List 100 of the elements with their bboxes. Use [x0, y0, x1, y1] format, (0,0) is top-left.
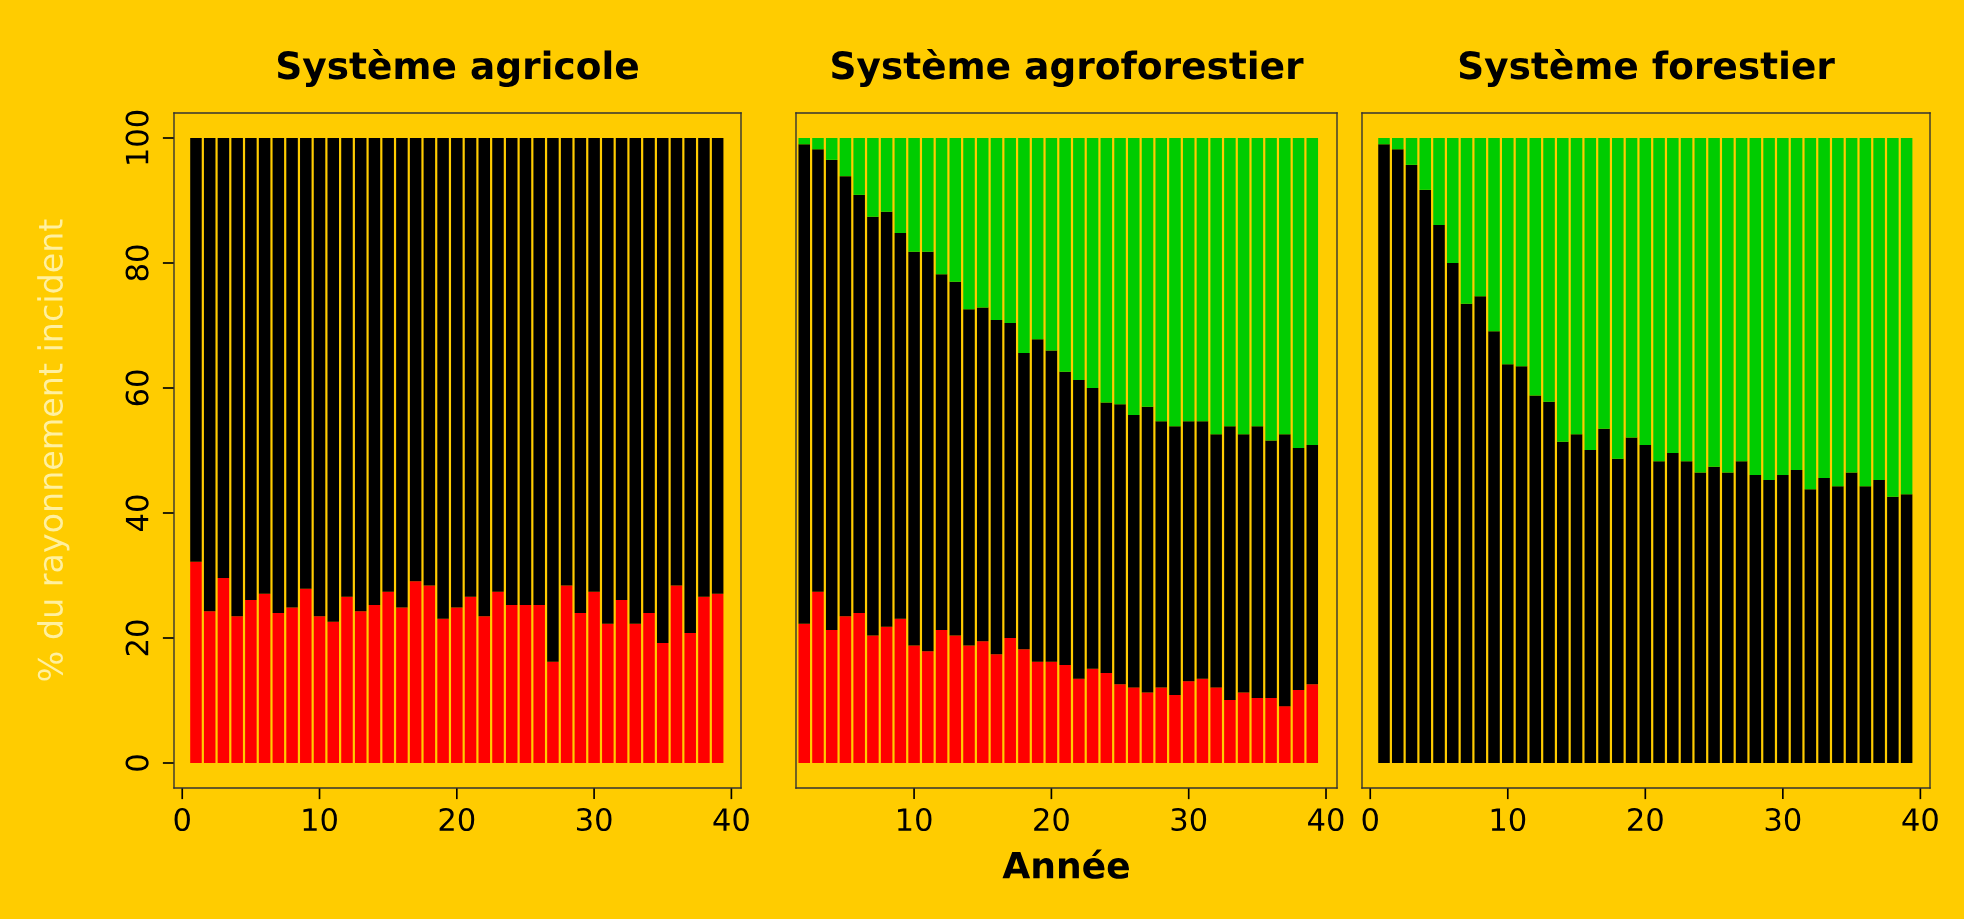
bar: [1735, 461, 1748, 763]
bar: [853, 138, 865, 195]
bar: [231, 616, 243, 763]
bar: [464, 596, 477, 763]
bar: [1155, 421, 1168, 688]
bar: [1155, 138, 1168, 422]
bar: [1694, 138, 1707, 473]
bar: [1474, 138, 1487, 297]
bar: [1887, 138, 1899, 497]
bar: [1100, 138, 1113, 403]
bar: [1680, 138, 1693, 462]
bar: [1031, 138, 1044, 340]
bar: [286, 607, 298, 763]
bar: [615, 599, 628, 763]
bar: [505, 604, 518, 763]
bar: [1059, 138, 1071, 372]
bar: [1818, 478, 1830, 763]
bar: [670, 585, 683, 763]
bar: [839, 616, 852, 763]
bar: [1086, 138, 1099, 388]
bar: [1460, 303, 1473, 763]
bar: [1873, 479, 1885, 763]
bar: [1251, 426, 1264, 698]
bar: [1612, 138, 1624, 459]
bar: [1804, 138, 1817, 490]
bar: [1224, 426, 1236, 700]
x-tick-label: 20: [439, 807, 475, 832]
bar: [1210, 687, 1222, 763]
bar: [1114, 404, 1126, 685]
bar: [588, 591, 600, 763]
bar: [1708, 466, 1720, 763]
bar: [451, 138, 463, 608]
x-tick-label: 30: [576, 807, 612, 832]
bar: [1749, 474, 1762, 763]
x-tick-label: 10: [303, 807, 337, 832]
bar: [1306, 444, 1319, 685]
bar: [588, 138, 600, 592]
bar: [1419, 189, 1432, 763]
bar: [190, 138, 202, 562]
bar: [1667, 138, 1679, 453]
y-tick-label: 60: [125, 370, 149, 406]
bar: [629, 138, 642, 624]
bar: [1378, 144, 1390, 763]
bar: [1502, 138, 1514, 365]
bar: [853, 613, 865, 763]
chart-title: Système agricole: [277, 48, 638, 88]
bar: [341, 596, 353, 763]
bar: [963, 138, 975, 310]
bar: [1128, 687, 1140, 763]
bar: [245, 138, 257, 600]
bar: [272, 138, 285, 613]
bar: [1763, 138, 1775, 480]
bar: [1639, 138, 1652, 445]
bar: [272, 613, 285, 763]
bar: [533, 604, 545, 763]
bar: [880, 138, 893, 212]
bar: [1128, 414, 1140, 688]
bar: [1210, 138, 1222, 435]
bar: [1251, 698, 1264, 763]
bar: [990, 654, 1003, 763]
bar: [1004, 638, 1016, 763]
bar: [1279, 138, 1291, 435]
bar: [1086, 668, 1099, 763]
bar: [396, 138, 408, 608]
bar: [894, 138, 907, 233]
y-tick-label: 20: [125, 620, 149, 656]
bar: [1031, 661, 1044, 763]
bar: [1543, 138, 1555, 402]
bar: [1832, 138, 1844, 487]
bar: [1045, 138, 1058, 351]
bar: [1667, 453, 1679, 763]
bar: [1128, 138, 1140, 415]
bar: [1073, 379, 1085, 679]
x-tick-label: 30: [1765, 807, 1801, 832]
bar: [1735, 138, 1748, 462]
bar: [409, 581, 422, 763]
bar: [1845, 138, 1858, 473]
bar: [643, 613, 655, 763]
x-tick-label: 10: [1491, 807, 1526, 832]
x-tick-label: 20: [1628, 807, 1663, 832]
bar: [1237, 138, 1250, 435]
bar: [1584, 449, 1597, 763]
bar: [1018, 649, 1030, 763]
bar: [949, 281, 962, 636]
bar: [922, 651, 934, 763]
bar: [423, 138, 436, 586]
bar: [1210, 434, 1222, 688]
bar: [203, 138, 216, 612]
y-tick-label: 0: [125, 755, 149, 771]
bar: [1169, 426, 1181, 695]
x-tick-label: 10: [898, 807, 932, 832]
bar: [1265, 698, 1277, 763]
bar: [1391, 149, 1404, 763]
bar: [656, 643, 669, 763]
bar: [1306, 138, 1319, 445]
bar: [602, 138, 614, 624]
bar: [1612, 458, 1624, 763]
bar: [908, 645, 920, 763]
bar: [1446, 138, 1459, 263]
bar: [519, 604, 532, 763]
